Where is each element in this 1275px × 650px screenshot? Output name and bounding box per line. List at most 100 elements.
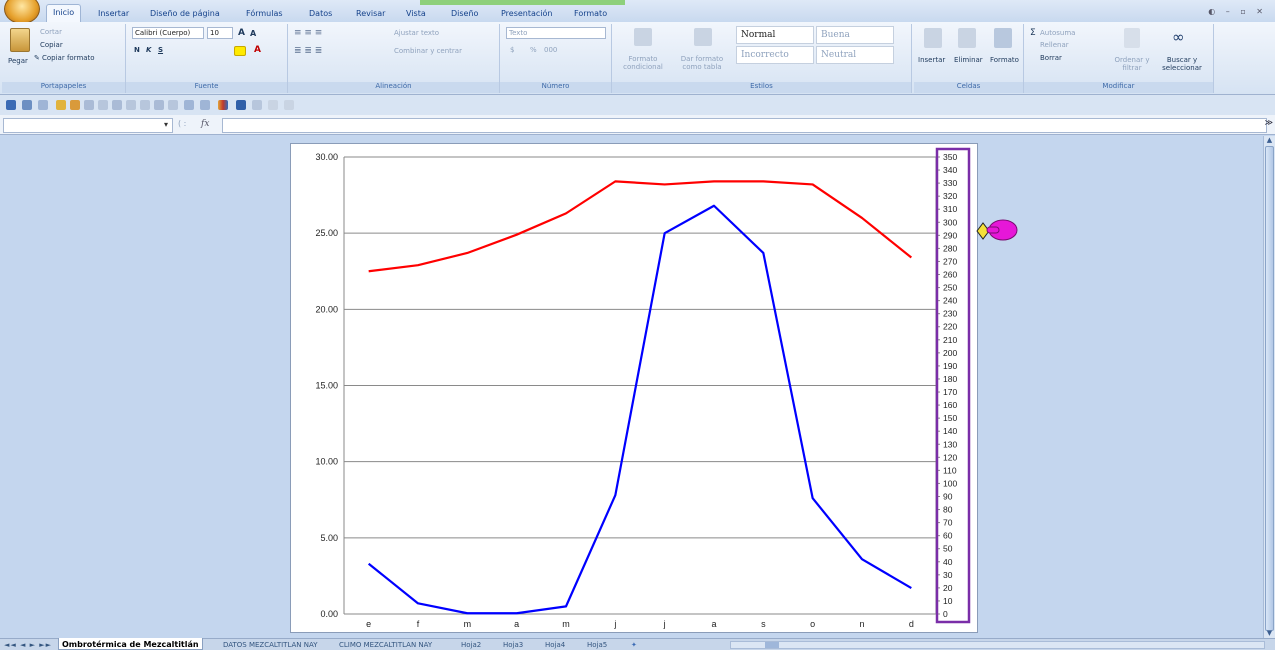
horizontal-scroll-thumb[interactable] xyxy=(765,642,779,648)
paste-button[interactable]: Pegar xyxy=(8,57,28,65)
delete-cells-button[interactable]: Eliminar xyxy=(954,56,983,64)
sort-filter-button[interactable]: Ordenar y filtrar xyxy=(1114,56,1150,72)
percent-button[interactable]: % xyxy=(530,46,537,54)
formula-bar-resize-icon[interactable]: ( : xyxy=(178,119,187,128)
sort-asc-icon[interactable] xyxy=(126,100,136,110)
save-icon[interactable] xyxy=(6,100,16,110)
number-format-select[interactable]: Texto xyxy=(506,27,606,39)
sheet-tab-datos[interactable]: DATOS MEZCALTITLAN NAY xyxy=(223,641,318,649)
sheet-tab-hoja2[interactable]: Hoja2 xyxy=(461,641,482,649)
bold-button[interactable]: N xyxy=(134,46,140,54)
font-size-select[interactable]: 10 xyxy=(207,27,233,39)
format-as-table-button[interactable]: Dar formato como tabla xyxy=(680,55,724,71)
copy-button[interactable]: Copiar xyxy=(40,41,63,49)
autosum-icon[interactable]: Σ xyxy=(1030,28,1036,38)
insert-cells-icon[interactable] xyxy=(924,28,942,48)
style-neutral[interactable]: Neutral xyxy=(816,46,894,64)
sort-filter-icon[interactable] xyxy=(1124,28,1140,48)
merge-icon[interactable] xyxy=(200,100,210,110)
name-box[interactable]: ▾ xyxy=(3,118,173,133)
format-as-table-icon[interactable] xyxy=(694,28,712,46)
new-sheet-icon[interactable] xyxy=(236,100,246,110)
sheet-tab-hoja5[interactable]: Hoja5 xyxy=(587,641,608,649)
open-icon[interactable] xyxy=(56,100,66,110)
grow-font-button[interactable]: A xyxy=(238,28,245,38)
format-cells-button[interactable]: Formato xyxy=(990,56,1019,64)
picture-icon[interactable] xyxy=(252,100,262,110)
insert-sheet-icon[interactable]: ✦ xyxy=(631,641,637,649)
find-select-button[interactable]: Buscar y seleccionar xyxy=(1162,56,1202,72)
sheet-tab-hoja4[interactable]: Hoja4 xyxy=(545,641,566,649)
conditional-format-button[interactable]: Formato condicional xyxy=(623,55,663,71)
redo-icon[interactable] xyxy=(38,100,48,110)
clear-button[interactable]: Borrar xyxy=(1040,54,1062,62)
insert-function-button[interactable]: fx xyxy=(201,119,210,129)
font-name-select[interactable]: Calibri (Cuerpo) xyxy=(132,27,204,39)
window-controls[interactable]: ◐ – ▫ ✕ xyxy=(1208,7,1267,16)
formula-input[interactable] xyxy=(222,118,1267,133)
wrap-text-button[interactable]: Ajustar texto xyxy=(394,29,440,37)
fill-color-icon[interactable] xyxy=(234,46,246,56)
undo-icon[interactable] xyxy=(22,100,32,110)
sort-desc-icon[interactable] xyxy=(140,100,150,110)
vertical-scroll-thumb[interactable] xyxy=(1265,146,1274,631)
tab-datos[interactable]: Datos xyxy=(309,9,333,18)
merge-center-button[interactable]: Combinar y centrar xyxy=(394,47,462,55)
sheet-nav-arrows[interactable]: ◄◄ ◄ ► ►► xyxy=(4,641,52,649)
spelling-icon[interactable] xyxy=(112,100,122,110)
right-axis-tick-label: 280 xyxy=(943,243,957,253)
chart-icon[interactable] xyxy=(218,100,228,110)
tab-presentacion[interactable]: Presentación xyxy=(501,9,553,18)
format-cells-icon[interactable] xyxy=(994,28,1012,48)
print-icon[interactable] xyxy=(84,100,94,110)
sheet-tab-ombrotermica[interactable]: Ombrotérmica de Mezcaltitlán xyxy=(58,638,203,650)
thousands-button[interactable]: 000 xyxy=(544,46,558,54)
tab-insertar[interactable]: Insertar xyxy=(98,9,130,18)
scroll-down-icon[interactable]: ▼ xyxy=(1266,629,1273,637)
vertical-scrollbar[interactable]: ▲ ▼ xyxy=(1263,136,1275,638)
conditional-format-icon[interactable] xyxy=(634,28,652,46)
office-button[interactable] xyxy=(4,0,40,24)
function-icon[interactable] xyxy=(268,100,278,110)
sheet-tab-climo[interactable]: CLIMO MEZCALTITLAN NAY xyxy=(339,641,433,649)
folder-icon[interactable] xyxy=(70,100,80,110)
expand-formula-bar-icon[interactable]: ≫ xyxy=(1264,118,1273,127)
format-painter-icon[interactable]: ✎ xyxy=(34,54,40,62)
preview-icon[interactable] xyxy=(98,100,108,110)
insert-cells-button[interactable]: Insertar xyxy=(918,56,946,64)
tab-inicio[interactable]: Inicio xyxy=(46,4,82,22)
align-horizontal-icons[interactable]: ≣ ≣ ≣ xyxy=(294,46,323,56)
delete-cells-icon[interactable] xyxy=(958,28,976,48)
grid-lines xyxy=(344,156,936,615)
customize-qat-icon[interactable] xyxy=(284,100,294,110)
chart-object[interactable]: 0.00 5.00 10.00 15.00 20.00 25.00 30.00 0 10 20 3… xyxy=(290,143,978,633)
paste-icon[interactable] xyxy=(10,28,30,52)
tab-vista[interactable]: Vista xyxy=(406,9,426,18)
underline-button[interactable]: S xyxy=(158,46,164,54)
format-painter-button[interactable]: Copiar formato xyxy=(42,54,95,62)
shrink-font-button[interactable]: A xyxy=(250,29,257,38)
autosum-button[interactable]: Autosuma xyxy=(1040,29,1076,37)
style-good[interactable]: Buena xyxy=(816,26,894,44)
tab-diseno-pagina[interactable]: Diseño de página xyxy=(150,9,220,18)
tab-formulas[interactable]: Fórmulas xyxy=(246,9,283,18)
fill-button[interactable]: Rellenar xyxy=(1040,41,1069,49)
tab-diseno[interactable]: Diseño xyxy=(451,9,479,18)
cut-button[interactable]: Cortar xyxy=(40,28,62,36)
binoculars-icon[interactable]: ∞ xyxy=(1172,28,1185,46)
style-normal[interactable]: Normal xyxy=(736,26,814,44)
scroll-up-icon[interactable]: ▲ xyxy=(1266,136,1273,144)
align-top-icons[interactable]: ≡ ≡ ≡ xyxy=(294,28,323,38)
tab-formato[interactable]: Formato xyxy=(574,9,608,18)
borders-icon[interactable] xyxy=(168,100,178,110)
italic-button[interactable]: K xyxy=(146,46,152,54)
style-bad[interactable]: Incorrecto xyxy=(736,46,814,64)
name-box-dropdown-icon[interactable]: ▾ xyxy=(163,120,168,129)
table-icon[interactable] xyxy=(184,100,194,110)
sheet-tab-hoja3[interactable]: Hoja3 xyxy=(503,641,524,649)
font-color-icon[interactable]: A xyxy=(254,45,261,55)
horizontal-scrollbar[interactable] xyxy=(730,641,1265,649)
tab-revisar[interactable]: Revisar xyxy=(356,9,386,18)
filter-icon[interactable] xyxy=(154,100,164,110)
currency-button[interactable]: $ xyxy=(510,46,515,54)
